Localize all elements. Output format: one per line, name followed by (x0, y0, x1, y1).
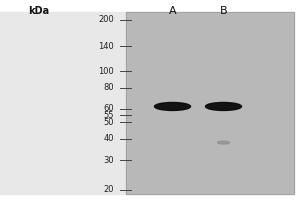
Text: 140: 140 (98, 42, 114, 51)
Bar (0, 12, 126, 194)
Ellipse shape (218, 141, 230, 144)
Ellipse shape (154, 102, 190, 110)
Text: 55: 55 (103, 111, 114, 120)
Text: A: A (169, 6, 176, 16)
Text: 20: 20 (103, 185, 114, 194)
Text: 60: 60 (103, 104, 114, 113)
Text: 80: 80 (103, 83, 114, 92)
Text: 100: 100 (98, 67, 114, 76)
Bar (126, 12, 294, 194)
Text: kDa: kDa (28, 6, 50, 16)
Text: 30: 30 (103, 156, 114, 165)
Text: B: B (220, 6, 227, 16)
Text: 50: 50 (103, 118, 114, 127)
Ellipse shape (206, 102, 242, 110)
Text: 40: 40 (103, 134, 114, 143)
Text: 200: 200 (98, 15, 114, 24)
